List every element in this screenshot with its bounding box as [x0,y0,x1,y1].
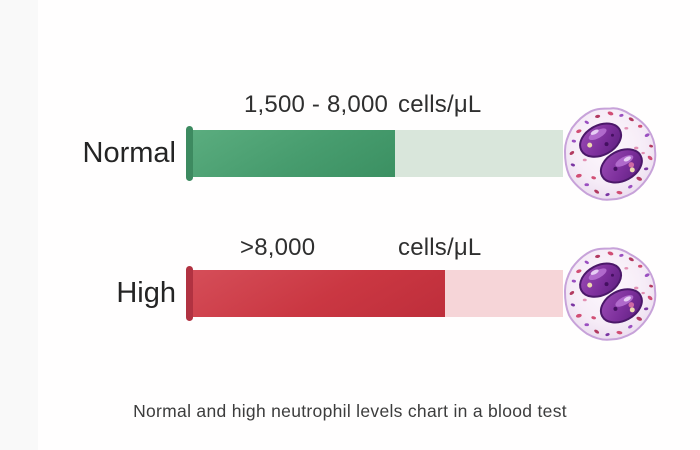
bar-high-end-cap [186,266,193,321]
page-left-margin [0,0,38,450]
normal-range-unit: cells/μL [398,91,482,118]
bar-normal-fill-segment [189,130,395,177]
neutrophil-cell-illustration [561,242,660,346]
bar-normal-track-segment [395,130,563,177]
category-label-normal: Normal [82,137,176,169]
bar-normal [189,130,563,177]
bar-high-track-segment [445,270,563,317]
bar-high [189,270,563,317]
chart-caption: Normal and high neutrophil levels chart … [133,401,567,421]
category-label-high: High [116,277,176,309]
neutrophil-cell-illustration [561,102,660,206]
normal-range-value: 1,500 - 8,000 [244,91,389,118]
high-range-value: >8,000 [240,234,316,261]
high-range-unit: cells/μL [398,234,482,261]
bar-normal-end-cap [186,126,193,181]
bar-high-fill-segment [189,270,445,317]
